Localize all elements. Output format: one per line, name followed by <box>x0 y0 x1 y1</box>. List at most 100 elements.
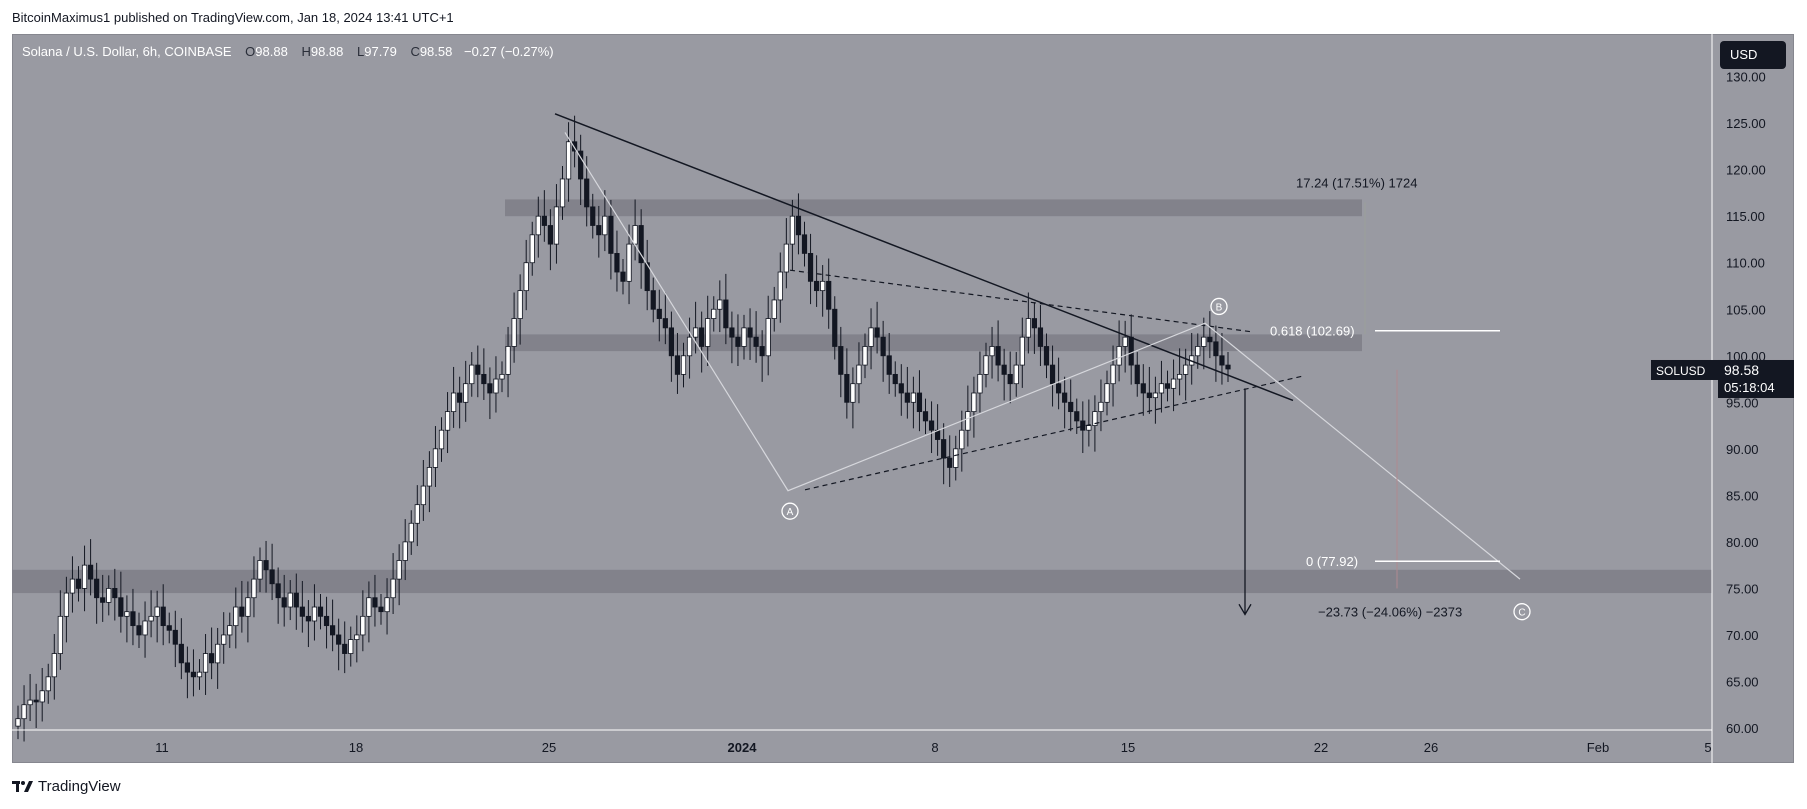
candle-body <box>166 625 172 631</box>
candle-body <box>39 690 45 703</box>
candle-body <box>777 271 783 301</box>
candle-body <box>947 457 953 468</box>
time-axis-tick: 22 <box>1314 740 1328 755</box>
price-axis-tick: 85.00 <box>1726 488 1759 503</box>
candle-body <box>475 364 481 375</box>
close-label: C <box>410 44 420 59</box>
candle-body <box>94 578 100 599</box>
candle-body <box>366 597 372 617</box>
candle-body <box>553 206 560 245</box>
candle-body <box>602 215 608 236</box>
price-badge-countdown: 05:18:04 <box>1724 380 1775 395</box>
high-value: 98.88 <box>310 44 344 59</box>
candle-body <box>572 141 578 152</box>
candle-body <box>354 634 360 640</box>
candle-body <box>529 234 535 264</box>
candle-body <box>1031 318 1037 329</box>
candle-body <box>1056 383 1062 394</box>
candle-body <box>190 671 197 678</box>
candle-body <box>360 615 366 636</box>
candle-body <box>444 411 451 431</box>
lower-dashed-line <box>804 375 1303 491</box>
candle-body <box>196 671 203 678</box>
candle-body <box>807 253 814 282</box>
candle-body <box>541 215 547 226</box>
open-value: 98.88 <box>255 44 288 59</box>
candle-body <box>75 578 82 589</box>
candle-body <box>977 373 983 394</box>
candle-body <box>765 318 771 357</box>
price-axis-tick: 125.00 <box>1726 116 1766 131</box>
candle-body <box>384 597 390 613</box>
candle-body <box>51 653 57 678</box>
candle-body <box>148 615 154 622</box>
candle-body <box>263 560 269 571</box>
candle-body <box>995 346 1001 366</box>
candle-body <box>372 597 378 608</box>
tradingview-footer: TradingView <box>12 778 121 795</box>
candle-body <box>1074 411 1080 422</box>
candle-body <box>850 383 856 403</box>
horizontal-zone <box>12 569 1712 594</box>
candle-body <box>650 290 656 310</box>
candle-body <box>711 308 717 319</box>
candle-body <box>523 262 529 292</box>
candle-body <box>795 215 802 236</box>
candle-body <box>221 634 227 645</box>
candle-body <box>112 588 118 599</box>
candle-body <box>457 392 463 403</box>
candle-body <box>1213 341 1219 357</box>
candle-body <box>130 611 136 627</box>
time-axis-tick: 5 <box>1704 740 1711 755</box>
candle-body <box>1098 401 1104 413</box>
price-axis-tick: 105.00 <box>1726 302 1766 317</box>
publish-header: BitcoinMaximus1 published on TradingView… <box>12 10 454 25</box>
price-axis-tick: 120.00 <box>1726 163 1766 178</box>
candle-body <box>184 662 190 673</box>
candle-body <box>160 606 166 627</box>
candle-body <box>1001 364 1007 375</box>
candle-body <box>481 373 487 385</box>
candle-body <box>1086 425 1092 431</box>
candle-body <box>118 597 124 617</box>
candle-body <box>674 355 681 375</box>
change-value: −0.27 (−0.27%) <box>464 44 554 59</box>
chart-frame[interactable] <box>12 34 1794 763</box>
candle-body <box>668 327 675 357</box>
target-arrow-head <box>1238 603 1252 616</box>
candle-body <box>420 485 426 506</box>
candle-body <box>1037 327 1044 347</box>
candle-body <box>81 564 88 589</box>
ticker-badge-label: SOLUSD <box>1656 364 1706 378</box>
candle-body <box>1128 336 1134 366</box>
price-axis-tick: 60.00 <box>1726 721 1759 736</box>
price-axis-tick: 110.00 <box>1726 256 1765 271</box>
candle-body <box>844 373 850 403</box>
candle-body <box>396 560 402 580</box>
candle-body <box>136 625 142 636</box>
candle-body <box>638 225 644 264</box>
candle-body <box>1049 364 1056 385</box>
candle-body <box>1146 392 1152 399</box>
candle-body <box>463 383 469 403</box>
candle-body <box>311 606 318 622</box>
candle-body <box>753 336 759 347</box>
candle-body <box>922 411 929 422</box>
symbol-legend: Solana / U.S. Dollar, 6h, COINBASE O98.8… <box>22 44 554 59</box>
candle-body <box>1025 318 1031 338</box>
currency-button[interactable]: USD <box>1720 41 1786 69</box>
candle-body <box>983 355 989 375</box>
candle-body <box>771 299 777 319</box>
candle-body <box>741 327 747 347</box>
candle-body <box>154 606 160 617</box>
candle-body <box>1092 411 1098 426</box>
candle-body <box>717 299 723 310</box>
candle-body <box>426 467 433 487</box>
candle-body <box>172 629 178 645</box>
candle-body <box>305 615 312 622</box>
candle-body <box>505 346 511 375</box>
candle-body <box>662 318 668 329</box>
candle-body <box>898 383 904 394</box>
candle-body <box>880 336 886 357</box>
